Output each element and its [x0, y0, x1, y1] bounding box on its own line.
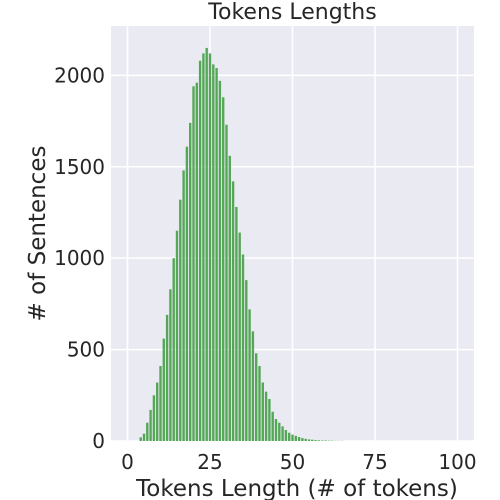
chart-title: Tokens Lengths: [207, 0, 376, 25]
x-tick-label: 100: [438, 450, 476, 474]
histogram-bar: [189, 122, 192, 441]
histogram-bar: [156, 382, 159, 441]
x-tick-label: 75: [362, 450, 387, 474]
histogram-bar: [149, 409, 152, 441]
y-axis-label: # of Sentences: [25, 146, 51, 322]
histogram-bar: [175, 230, 179, 441]
histogram-bar: [314, 440, 317, 441]
x-tick-label: 50: [280, 450, 305, 474]
histogram-bar: [235, 206, 238, 441]
histogram-bar: [169, 289, 172, 441]
histogram-bar: [212, 64, 215, 442]
histogram-bar: [311, 439, 314, 441]
histogram-bar: [324, 440, 327, 441]
histogram-bar: [195, 82, 198, 441]
histogram-bar: [261, 382, 264, 441]
histogram-bar: [245, 280, 248, 441]
histogram-bar: [172, 258, 175, 441]
histogram-bar: [205, 47, 208, 442]
histogram-bar: [182, 170, 185, 441]
histogram-bar: [198, 60, 202, 441]
histogram-bar: [241, 254, 245, 441]
y-tick-label: 500: [67, 338, 105, 362]
y-tick-label: 0: [92, 429, 105, 453]
histogram-bar: [264, 391, 268, 441]
y-tick-label: 1000: [54, 246, 105, 270]
histogram-bar: [222, 97, 225, 441]
histogram-bar: [215, 68, 218, 441]
histogram-bars: [139, 47, 344, 442]
histogram-bar: [218, 80, 222, 441]
x-tick-label: 0: [121, 450, 134, 474]
histogram-bar: [297, 436, 301, 441]
histogram-bar: [321, 440, 324, 441]
histogram-bar: [284, 430, 288, 441]
histogram-bar: [202, 53, 205, 441]
histogram-bar: [274, 419, 278, 441]
histogram-bar: [185, 146, 189, 441]
histogram-bar: [301, 438, 304, 441]
histogram-bar: [142, 433, 146, 441]
histogram-bar: [146, 422, 149, 441]
histogram-bar: [317, 440, 321, 441]
histogram-bar: [248, 309, 251, 441]
histogram-bar: [271, 411, 274, 441]
y-tick-label: 2000: [54, 63, 105, 87]
histogram-bar: [231, 181, 235, 441]
histogram-bar: [255, 353, 258, 441]
x-tick-label: 25: [197, 450, 222, 474]
histogram-bar: [179, 199, 182, 441]
histogram-bar: [192, 86, 195, 442]
histogram-bar: [304, 438, 307, 441]
histogram-bar: [162, 338, 165, 441]
histogram-bar: [268, 398, 271, 441]
histogram-bar: [225, 124, 228, 441]
histogram-bar: [152, 395, 156, 441]
histogram-bar: [258, 366, 261, 441]
histogram-bar: [281, 426, 284, 441]
histogram-bar: [307, 439, 311, 441]
histogram-bar: [238, 232, 241, 441]
histogram-bar: [251, 331, 255, 441]
y-tick-label: 1500: [54, 155, 105, 179]
histogram-bar: [165, 314, 169, 441]
histogram-bar: [228, 155, 231, 441]
x-axis-label: Tokens Length (# of tokens): [135, 476, 458, 500]
histogram-bar: [288, 432, 291, 441]
histogram-bar: [278, 422, 281, 441]
histogram-bar: [159, 366, 162, 441]
histogram-bar: [139, 437, 142, 441]
histogram-bar: [291, 434, 294, 441]
histogram-bar: [294, 435, 297, 441]
histogram-bar: [208, 53, 212, 441]
y-axis-ticks: 0 500 1000 1500 2000: [54, 63, 105, 453]
x-axis-ticks: 0 25 50 75 100: [121, 450, 476, 474]
